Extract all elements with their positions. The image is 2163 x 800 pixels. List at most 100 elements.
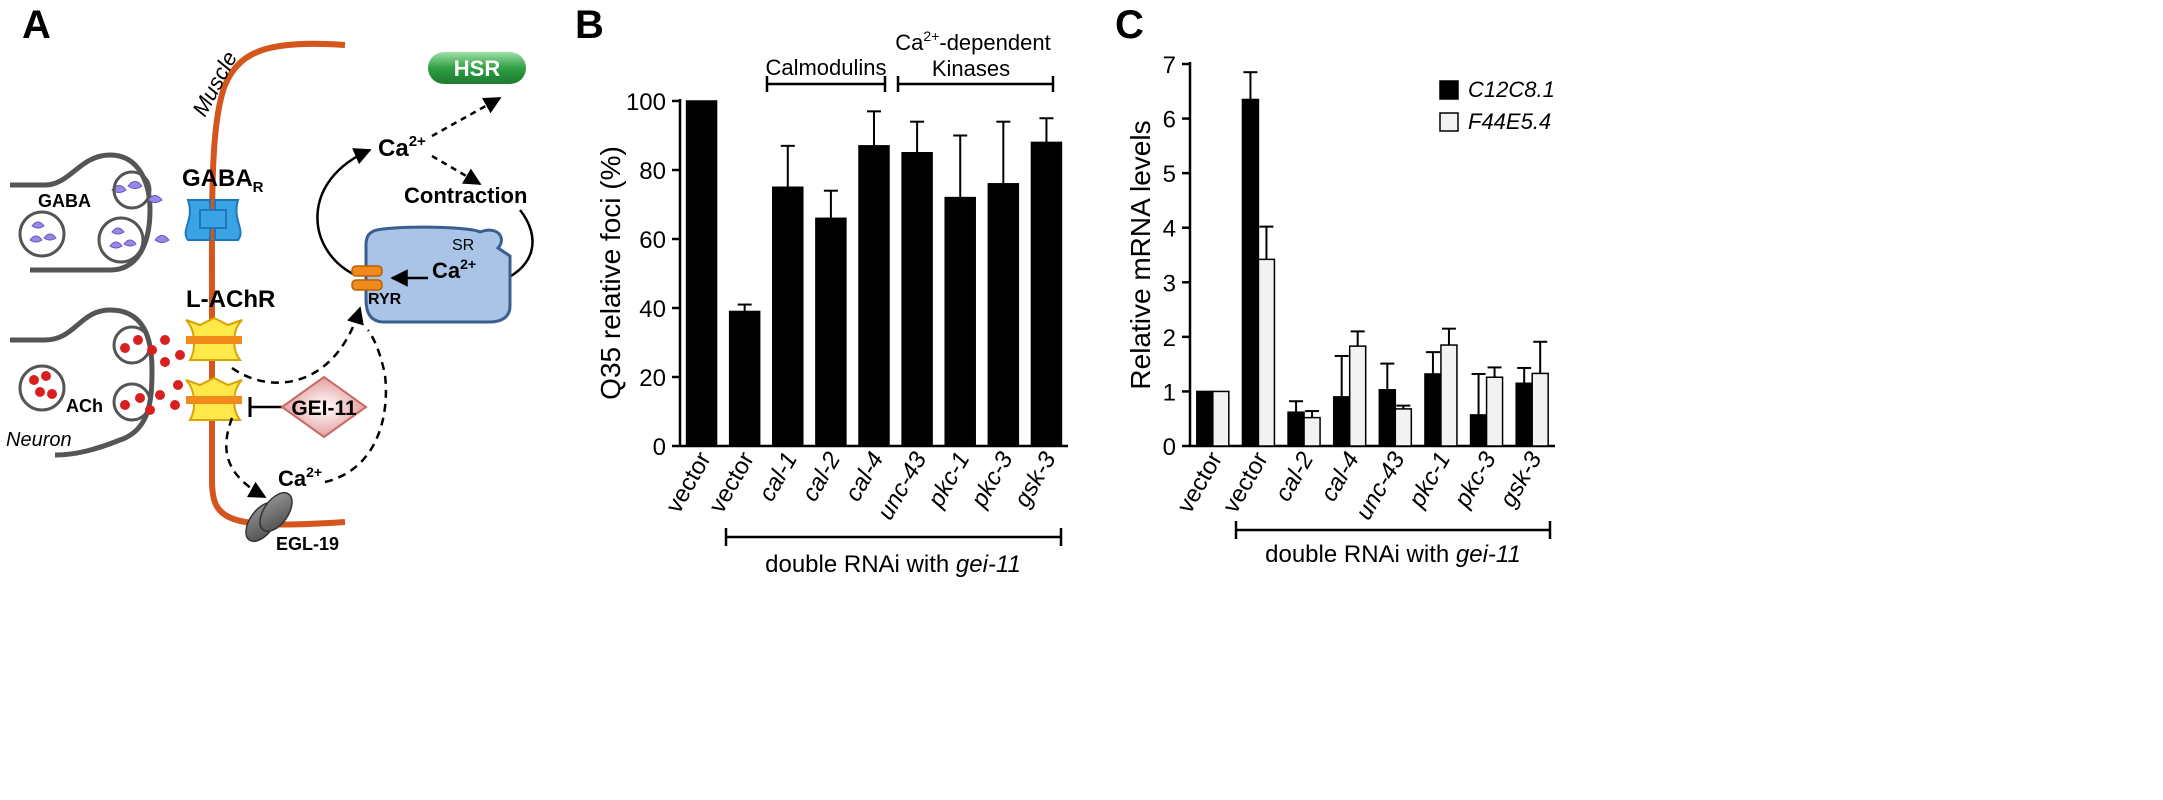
bar bbox=[1196, 390, 1214, 447]
ach-molecules bbox=[29, 335, 185, 415]
hsr-label: HSR bbox=[454, 56, 501, 81]
bar bbox=[1440, 344, 1458, 447]
egl19-channel bbox=[245, 491, 293, 543]
panel-a: A Muscle GABA GABAR bbox=[6, 3, 534, 554]
panel-b: B Q35 relative foci (%) 0 20 40 60 80 100 vect… bbox=[575, 3, 1068, 578]
legend-swatch bbox=[1439, 112, 1459, 132]
muscle-label: Muscle bbox=[187, 47, 242, 120]
panel-c-plot: 01234567vectorvectorcal-2cal-4unc-43pkc-… bbox=[1163, 52, 1555, 525]
kinases-label-line2: Kinases bbox=[932, 56, 1010, 81]
panel-c-bottom-label: double RNAi with gei-11 bbox=[1265, 541, 1521, 568]
gaba-vesicle-1 bbox=[18, 210, 66, 258]
panel-a-letter: A bbox=[22, 3, 51, 47]
bar bbox=[728, 310, 761, 447]
y-tick-label: 0 bbox=[1163, 434, 1176, 461]
neuron-label: Neuron bbox=[6, 429, 72, 451]
y-tick-label: 2 bbox=[1163, 325, 1176, 352]
bar bbox=[1424, 373, 1442, 447]
x-tick-label: vector bbox=[1218, 447, 1274, 517]
panel-b-bottom-bracket bbox=[724, 528, 1063, 546]
bar bbox=[1515, 382, 1533, 447]
calmodulins-label: Calmodulins bbox=[765, 55, 886, 80]
x-tick-label: gsk-3 bbox=[1495, 447, 1548, 512]
kinases-bracket bbox=[896, 76, 1055, 92]
muscle-membrane bbox=[208, 40, 346, 528]
bar bbox=[1394, 408, 1413, 447]
bar bbox=[1257, 258, 1276, 447]
y-tick-label: 0 bbox=[653, 434, 666, 461]
panel-c-letter: C bbox=[1115, 3, 1144, 47]
y-tick-label: 4 bbox=[1163, 216, 1176, 243]
bar bbox=[987, 183, 1020, 447]
y-tick-label: 60 bbox=[639, 227, 666, 254]
y-tick-label: 100 bbox=[626, 89, 666, 116]
bar bbox=[1531, 372, 1549, 447]
ca-sr-label: Ca2+ bbox=[432, 256, 476, 283]
bar bbox=[1287, 411, 1305, 447]
x-tick-label: pkc-1 bbox=[922, 448, 975, 513]
y-tick-label: 20 bbox=[639, 365, 666, 392]
bar bbox=[1485, 376, 1504, 447]
panel-c-ylabel: Relative mRNA levels bbox=[1125, 120, 1156, 389]
panel-b-plot: 020406080100vectorvectorcal-1cal-2cal-4u… bbox=[626, 89, 1068, 525]
x-tick-label: cal-1 bbox=[754, 448, 803, 507]
panel-b-bottom-label: double RNAi with gei-11 bbox=[765, 551, 1021, 578]
y-tick-label: 1 bbox=[1163, 379, 1176, 406]
sr-compartment bbox=[364, 225, 512, 324]
ach-release-site-2 bbox=[112, 382, 152, 422]
gaba-receptor bbox=[184, 199, 242, 241]
y-tick-label: 6 bbox=[1163, 107, 1176, 134]
panel-c-bottom-bracket bbox=[1234, 521, 1552, 539]
ach-label: ACh bbox=[66, 396, 103, 416]
ach-release-site-1 bbox=[112, 325, 152, 365]
calmodulins-bracket bbox=[765, 76, 887, 92]
panel-c: C Relative mRNA levels 0 1 2 3 4 5 6 7 vectorvec… bbox=[1115, 3, 1555, 568]
hsr-pill bbox=[428, 52, 526, 84]
ach-terminal bbox=[10, 307, 155, 458]
bar bbox=[1469, 414, 1488, 447]
y-tick-label: 80 bbox=[639, 158, 666, 185]
l-achr-receptors bbox=[185, 316, 243, 421]
x-tick-label: gsk-3 bbox=[1009, 447, 1062, 512]
bar bbox=[1348, 345, 1367, 447]
arrow-achr-to-ryr bbox=[231, 306, 364, 384]
x-tick-label: pkc-3 bbox=[1449, 447, 1503, 513]
panel-b-letter: B bbox=[575, 3, 604, 47]
gaba-r-label: GABAR bbox=[182, 165, 264, 196]
arrow-ca-to-contraction bbox=[431, 154, 482, 186]
arrow-egl19-ca-to-sr bbox=[324, 329, 388, 484]
bar bbox=[815, 217, 847, 447]
panel-b-ylabel: Q35 relative foci (%) bbox=[595, 146, 626, 400]
bar bbox=[1303, 416, 1321, 447]
bar bbox=[1030, 141, 1063, 447]
bar bbox=[901, 152, 933, 447]
y-tick-label: 7 bbox=[1163, 52, 1176, 79]
kinases-label-line1: Ca2+-dependent bbox=[895, 28, 1050, 55]
legend-label: C12C8.1 bbox=[1468, 77, 1555, 102]
bar bbox=[944, 196, 976, 447]
x-tick-label: pkc-1 bbox=[1403, 448, 1456, 513]
x-tick-label: cal-2 bbox=[1270, 448, 1319, 507]
egl19-label: EGL-19 bbox=[276, 534, 339, 554]
l-achr-label: L-AChR bbox=[186, 286, 275, 313]
gaba-release-site bbox=[112, 170, 152, 210]
arrow-ryr-to-ca bbox=[316, 148, 372, 277]
arrow-achr-to-egl19 bbox=[225, 417, 267, 499]
ryr-channel bbox=[351, 265, 383, 291]
arrow-ca-to-hsr bbox=[431, 96, 502, 138]
x-tick-label: pkc-3 bbox=[965, 447, 1019, 513]
y-tick-label: 5 bbox=[1163, 161, 1176, 188]
bar bbox=[1332, 396, 1351, 447]
gei11-label: GEI-11 bbox=[291, 397, 357, 420]
gaba-vesicle-2 bbox=[97, 216, 145, 264]
gaba-label: GABA bbox=[38, 191, 91, 211]
ryr-label: RYR bbox=[368, 291, 402, 308]
bar bbox=[685, 100, 718, 447]
x-tick-label: vector bbox=[1172, 447, 1228, 517]
y-tick-label: 40 bbox=[639, 296, 666, 323]
legend-label: F44E5.4 bbox=[1468, 109, 1551, 134]
sr-label: SR bbox=[452, 237, 474, 254]
x-tick-label: cal-2 bbox=[797, 448, 846, 507]
ca-bottom-label: Ca2+ bbox=[278, 464, 322, 491]
